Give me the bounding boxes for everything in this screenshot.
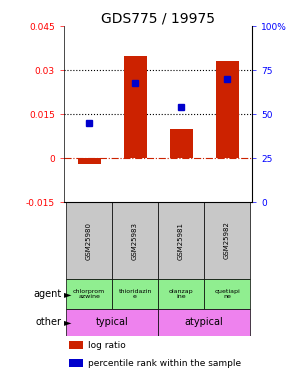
Text: agent: agent [34, 289, 62, 299]
Bar [170, 129, 193, 158]
Bar [112, 279, 158, 309]
Text: olanzap
ine: olanzap ine [169, 289, 193, 300]
Bar [66, 202, 112, 279]
Bar [204, 202, 250, 279]
Text: thioridazin
e: thioridazin e [118, 289, 152, 300]
Text: log ratio: log ratio [88, 340, 126, 350]
Title: GDS775 / 19975: GDS775 / 19975 [101, 11, 215, 25]
Text: GSM25983: GSM25983 [132, 222, 138, 260]
Text: GSM25981: GSM25981 [178, 222, 184, 260]
Bar [158, 202, 204, 279]
Bar [112, 202, 158, 279]
Text: typical: typical [96, 317, 128, 327]
Bar [124, 56, 146, 158]
Bar [215, 62, 238, 158]
Text: other: other [36, 317, 62, 327]
Text: quetiapi
ne: quetiapi ne [214, 289, 240, 300]
Bar [70, 359, 83, 367]
Text: chlorprom
azwine: chlorprom azwine [73, 289, 105, 300]
Text: atypical: atypical [185, 317, 223, 327]
Text: GSM25980: GSM25980 [86, 222, 92, 260]
Text: ►: ► [64, 289, 71, 299]
Text: GSM25982: GSM25982 [224, 222, 230, 260]
Bar [70, 341, 83, 349]
Bar [66, 309, 158, 336]
Bar [158, 309, 250, 336]
Bar [78, 158, 101, 164]
Bar [66, 279, 112, 309]
Text: percentile rank within the sample: percentile rank within the sample [88, 358, 242, 368]
Text: ►: ► [64, 317, 71, 327]
Bar [158, 279, 204, 309]
Bar [204, 279, 250, 309]
